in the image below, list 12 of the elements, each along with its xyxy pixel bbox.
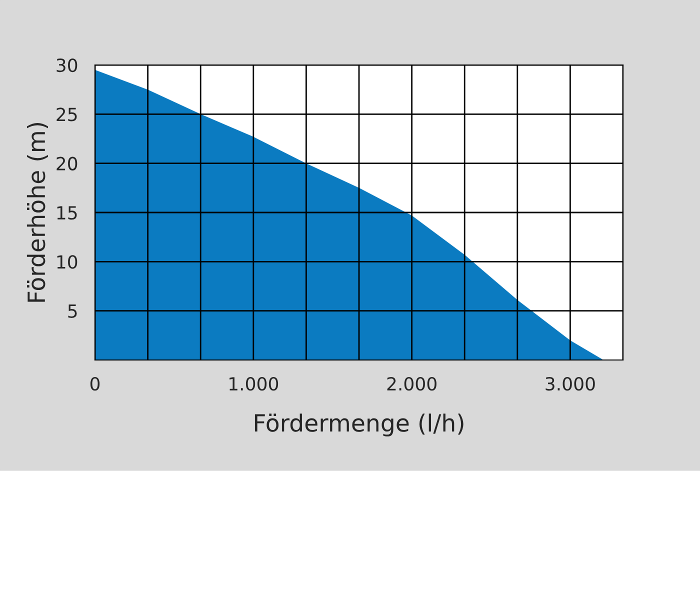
x-tick-label: 3.000 <box>546 376 595 391</box>
y-tick-label: 20 <box>56 156 78 170</box>
x-axis-title: Fördermenge (l/h) <box>254 414 464 436</box>
y-tick-label: 10 <box>57 255 78 269</box>
x-tick-label: 1.000 <box>230 376 278 391</box>
y-tick-label: 25 <box>56 108 77 122</box>
y-axis-title: Förderhöhe (m) <box>26 122 48 302</box>
y-tick-label: 30 <box>56 58 78 72</box>
x-tick-label: 2.000 <box>387 376 436 391</box>
x-tick-label: 0 <box>90 376 100 391</box>
y-tick-label: 5 <box>68 304 77 318</box>
y-tick-label: 15 <box>57 206 77 220</box>
